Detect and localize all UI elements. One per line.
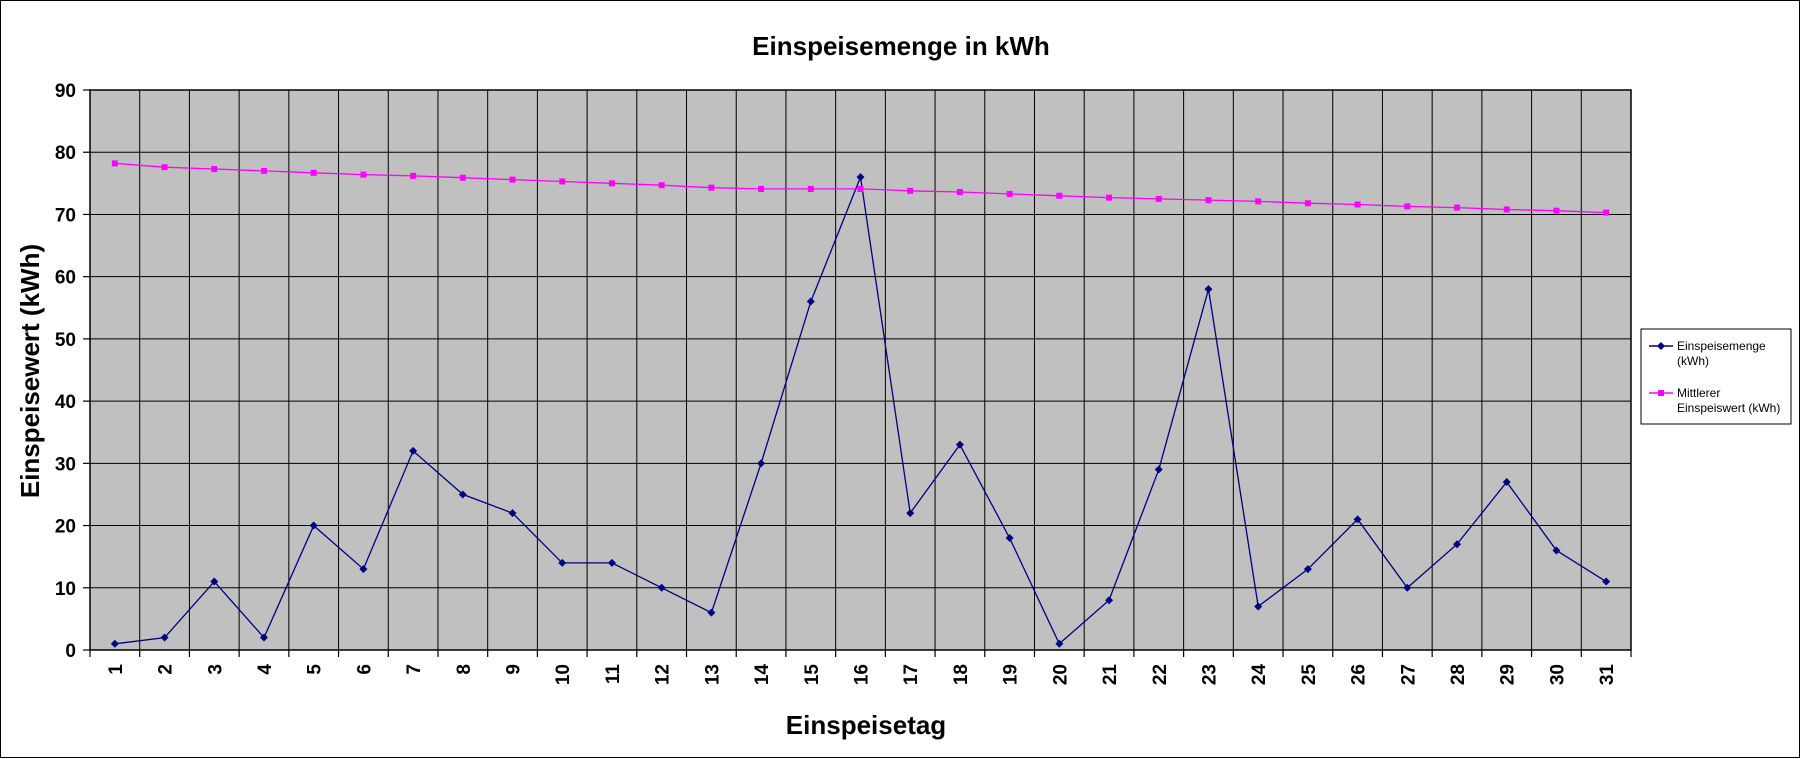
- y-tick-label-90: 90: [55, 81, 76, 102]
- x-tick-label-28: 28: [1448, 664, 1469, 685]
- y-tick-label-0: 0: [65, 641, 76, 662]
- x-tick-label-10: 10: [553, 664, 574, 685]
- data-point-s1-15: [808, 186, 814, 192]
- x-tick-label-16: 16: [852, 664, 873, 685]
- y-tick-label-40: 40: [55, 392, 76, 413]
- x-tick-label-2: 2: [156, 664, 177, 675]
- data-point-s1-4: [261, 168, 267, 174]
- x-tick-label-22: 22: [1150, 664, 1171, 685]
- y-tick-label-20: 20: [55, 517, 76, 538]
- x-tick-label-13: 13: [702, 664, 723, 685]
- data-point-s1-5: [311, 170, 317, 176]
- legend: Einspeisemenge (kWh) Mittlerer Einspeisw…: [1641, 329, 1791, 424]
- data-point-s1-20: [1056, 193, 1062, 199]
- y-tick-label-70: 70: [55, 205, 76, 226]
- data-point-s1-24: [1255, 198, 1261, 204]
- data-point-s1-3: [211, 166, 217, 172]
- data-point-s1-22: [1156, 196, 1162, 202]
- data-point-s1-9: [510, 177, 516, 183]
- data-point-s1-29: [1504, 206, 1510, 212]
- data-point-s1-2: [162, 164, 168, 170]
- x-tick-label-20: 20: [1050, 664, 1071, 685]
- data-point-s1-28: [1454, 205, 1460, 211]
- y-tick-label-60: 60: [55, 268, 76, 289]
- x-tick-label-27: 27: [1398, 664, 1419, 685]
- legend-label-einspeisemenge-line2: (kWh): [1677, 354, 1709, 368]
- x-tick-label-21: 21: [1100, 664, 1121, 686]
- data-point-s1-21: [1106, 195, 1112, 201]
- data-point-s1-11: [609, 180, 615, 186]
- legend-label-mittlerer-einspeiswert-line1: Mittlerer: [1677, 386, 1720, 400]
- x-tick-label-25: 25: [1299, 664, 1320, 686]
- x-tick-label-4: 4: [255, 664, 276, 675]
- x-tick-label-14: 14: [752, 664, 773, 686]
- x-tick-label-26: 26: [1349, 664, 1370, 685]
- y-tick-label-80: 80: [55, 143, 76, 164]
- data-point-s1-31: [1603, 210, 1609, 216]
- data-point-s1-16: [858, 186, 864, 192]
- x-tick-label-1: 1: [106, 664, 127, 675]
- data-point-s1-19: [1007, 191, 1013, 197]
- data-point-s1-17: [907, 188, 913, 194]
- data-point-s1-23: [1205, 197, 1211, 203]
- y-tick-label-50: 50: [55, 330, 76, 351]
- x-tick-label-7: 7: [404, 664, 425, 675]
- x-tick-label-9: 9: [504, 664, 525, 675]
- x-tick-label-6: 6: [354, 664, 375, 675]
- legend-label-einspeisemenge-line1: Einspeisemenge: [1677, 339, 1766, 353]
- x-tick-label-23: 23: [1199, 664, 1220, 685]
- data-point-s1-13: [708, 185, 714, 191]
- x-tick-label-11: 11: [603, 664, 624, 685]
- data-point-s1-27: [1404, 203, 1410, 209]
- legend-label-mittlerer-einspeiswert-line2: Einspeiswert (kWh): [1677, 401, 1780, 415]
- data-point-s1-7: [410, 173, 416, 179]
- data-point-s1-6: [360, 172, 366, 178]
- x-tick-label-30: 30: [1547, 664, 1568, 685]
- x-tick-label-12: 12: [653, 664, 674, 685]
- x-tick-label-24: 24: [1249, 664, 1270, 686]
- x-tick-label-29: 29: [1498, 664, 1519, 685]
- y-tick-label-10: 10: [55, 579, 76, 600]
- x-tick-label-18: 18: [951, 664, 972, 685]
- data-point-s1-8: [460, 175, 466, 181]
- x-tick-label-5: 5: [305, 664, 326, 675]
- x-axis-title: Einspeisetag: [786, 710, 946, 740]
- x-tick-label-8: 8: [454, 664, 475, 675]
- data-point-s1-30: [1553, 208, 1559, 214]
- x-tick-label-19: 19: [1001, 664, 1022, 685]
- x-tick-label-3: 3: [205, 664, 226, 675]
- data-point-s1-1: [112, 160, 118, 166]
- x-tick-label-31: 31: [1597, 664, 1618, 686]
- data-point-s1-12: [659, 182, 665, 188]
- y-tick-label-30: 30: [55, 454, 76, 475]
- data-point-s1-10: [559, 178, 565, 184]
- y-axis-title: Einspeisewert (kWh): [15, 244, 45, 498]
- data-point-s1-14: [758, 186, 764, 192]
- x-tick-label-17: 17: [901, 664, 922, 685]
- data-point-s1-18: [957, 189, 963, 195]
- legend-marker-mittlerer-einspeiswert: [1658, 390, 1664, 396]
- x-tick-label-15: 15: [802, 664, 823, 686]
- data-point-s1-25: [1305, 200, 1311, 206]
- data-point-s1-26: [1355, 201, 1361, 207]
- chart-title: Einspeisemenge in kWh: [752, 31, 1050, 61]
